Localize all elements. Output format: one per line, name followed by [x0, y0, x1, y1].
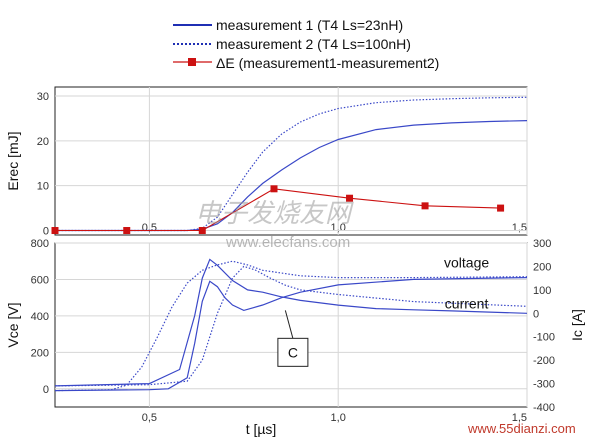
series-line-3: [55, 265, 527, 387]
x-tick-label: 1,5: [512, 222, 527, 234]
vce-ic-panel: 0,5 1,0 1,5 0 200 400 600 800 300 200 100 0 -100 -200…: [5, 238, 585, 437]
y-tick-label: 0: [43, 226, 49, 238]
y2-tick-label: 100: [533, 285, 551, 297]
legend-label-measurement-1: measurement 1 (T4 Ls=23nH): [216, 17, 403, 33]
y-tick-label: 0: [43, 384, 49, 396]
annotation-voltage: voltage: [444, 255, 489, 271]
series-marker: [497, 204, 505, 212]
series-marker: [270, 185, 278, 193]
callout-box: [277, 337, 309, 367]
legend-swatch-marker: [188, 58, 196, 66]
y-tick-label: 20: [37, 136, 49, 148]
y-tick-label: 10: [37, 181, 49, 193]
y2-tick-label: -400: [533, 402, 555, 414]
y2-tick-label: 0: [533, 308, 539, 320]
x-tick-label: 1,5: [512, 412, 527, 424]
series-marker: [123, 227, 131, 235]
y-tick-label: 400: [31, 311, 49, 323]
series-marker: [198, 227, 206, 235]
y2-tick-label: -100: [533, 332, 555, 344]
y-axis-label: Vce [V]: [5, 302, 21, 347]
y-tick-label: 600: [31, 274, 49, 286]
annotation-current: current: [445, 296, 489, 312]
x-tick-label: 0,5: [142, 222, 157, 234]
x-tick-label: 0,5: [142, 412, 157, 424]
y-tick-label: 200: [31, 347, 49, 359]
y-tick-label: 800: [31, 238, 49, 250]
series-line-1: [55, 96, 527, 232]
y-axis-label: Erec [mJ]: [5, 131, 21, 190]
series-line-1: [55, 260, 527, 392]
y2-axis-label: Ic [A]: [569, 309, 585, 341]
legend: measurement 1 (T4 Ls=23nH) measurement 2…: [173, 17, 439, 71]
legend-label-delta-e: ΔE (measurement1-measurement2): [216, 55, 439, 71]
legend-label-measurement-2: measurement 2 (T4 Ls=100nH): [216, 36, 411, 52]
y2-tick-label: -300: [533, 379, 555, 391]
watermark-url: www.elecfans.com: [225, 234, 350, 251]
series-marker: [51, 227, 59, 235]
x-tick-label: 1,0: [331, 412, 346, 424]
watermark-glyphs: 电子发烧友网: [195, 199, 354, 228]
callout-label: C: [288, 344, 298, 360]
series-line-2: [55, 258, 527, 387]
series-marker: [421, 202, 429, 210]
y-tick-label: 30: [37, 91, 49, 103]
watermark-corner: www.55dianzi.com: [467, 421, 576, 436]
series-line-0: [55, 277, 527, 392]
series-marker: [346, 194, 354, 202]
y2-tick-label: 200: [533, 261, 551, 273]
y2-tick-label: -200: [533, 355, 555, 367]
y2-tick-label: 300: [533, 238, 551, 250]
callout-pointer: [284, 310, 294, 339]
x-axis-label: t [µs]: [246, 421, 277, 437]
